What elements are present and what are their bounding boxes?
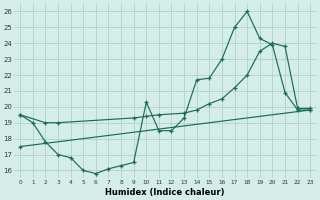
X-axis label: Humidex (Indice chaleur): Humidex (Indice chaleur)	[106, 188, 225, 197]
